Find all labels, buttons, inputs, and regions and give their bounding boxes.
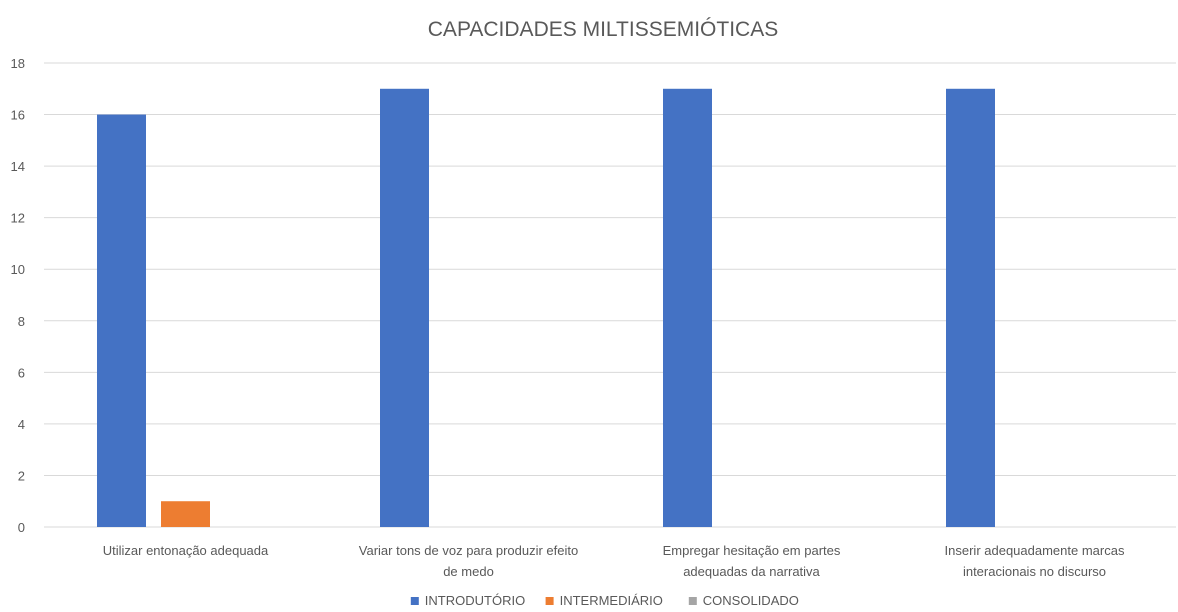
legend-swatch-consolidado xyxy=(688,597,697,605)
y-tick-label: 10 xyxy=(11,262,25,277)
y-tick-label: 16 xyxy=(11,108,25,123)
x-category-label: adequadas da narrativa xyxy=(683,564,820,579)
bar-introdutório-2 xyxy=(380,88,429,528)
y-tick-label: 0 xyxy=(18,520,25,535)
bar-introdutório-3 xyxy=(663,88,712,528)
y-tick-label: 14 xyxy=(11,159,25,174)
legend-label: INTRODUTÓRIO xyxy=(425,593,525,608)
x-category-label: de medo xyxy=(443,564,494,579)
y-tick-label: 4 xyxy=(18,417,25,432)
y-tick-label: 6 xyxy=(18,365,25,380)
legend-label: CONSOLIDADO xyxy=(703,593,799,608)
x-category-label: Empregar hesitação em partes xyxy=(663,543,841,558)
x-category-label: Utilizar entonação adequada xyxy=(103,543,269,558)
y-tick-label: 18 xyxy=(11,56,25,71)
legend-swatch-intermediário xyxy=(545,597,554,605)
legend-label: INTERMEDIÁRIO xyxy=(560,593,663,608)
bar-introdutório-1 xyxy=(97,114,146,528)
y-tick-label: 2 xyxy=(18,468,25,483)
legend: INTRODUTÓRIO INTERMEDIÁRIO CONSOLIDADO xyxy=(410,593,799,608)
x-category-label: Variar tons de voz para produzir efeito xyxy=(359,543,578,558)
y-tick-label: 8 xyxy=(18,314,25,329)
bar-intermediário-1 xyxy=(161,501,210,527)
y-tick-label: 12 xyxy=(11,211,25,226)
x-category-label: interacionais no discurso xyxy=(963,564,1106,579)
x-axis-labels: Utilizar entonação adequada Variar tons d… xyxy=(103,543,1125,579)
legend-swatch-introdutório xyxy=(410,597,419,605)
bars xyxy=(97,88,995,528)
gridlines xyxy=(44,62,1176,528)
bar-introdutório-4 xyxy=(946,88,995,528)
x-category-label: Inserir adequadamente marcas xyxy=(945,543,1125,558)
y-axis-labels: 0 2 4 6 8 10 12 14 16 18 xyxy=(11,56,25,535)
chart-title: CAPACIDADES MILTISSEMIÓTICAS xyxy=(428,18,778,41)
